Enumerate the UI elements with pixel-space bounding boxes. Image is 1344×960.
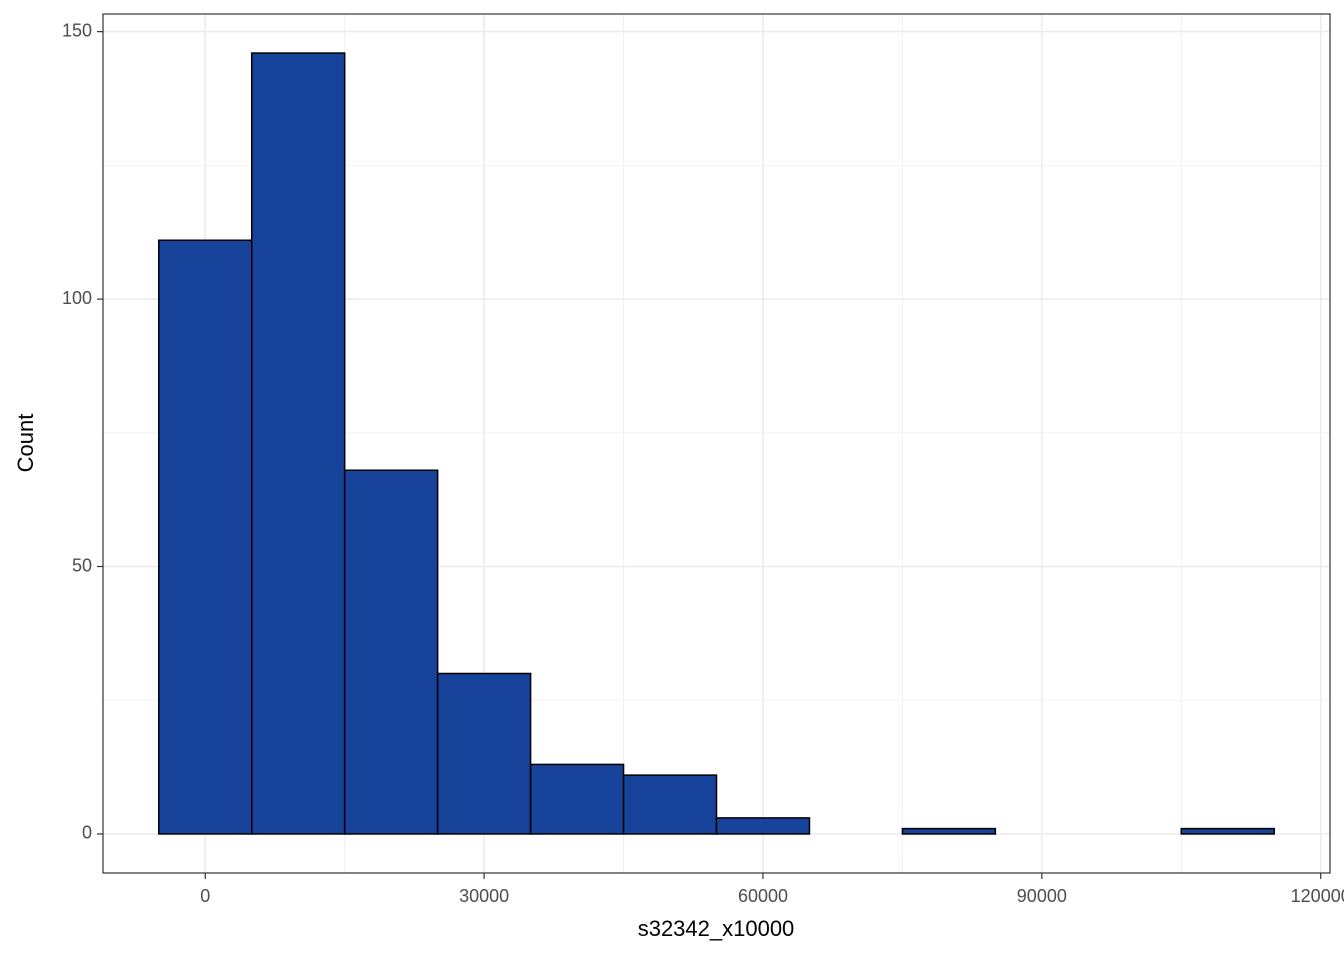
- y-axis-label: Count: [13, 414, 38, 473]
- y-tick-label: 0: [82, 823, 92, 843]
- x-tick-label: 120000: [1291, 886, 1344, 906]
- bar: [715, 817, 811, 835]
- y-tick-label: 50: [72, 555, 92, 575]
- y-tick-label: 150: [62, 20, 92, 40]
- bar: [158, 239, 253, 835]
- x-tick-label: 0: [200, 886, 210, 906]
- bar: [529, 763, 625, 835]
- bar: [901, 827, 997, 835]
- bar: [250, 52, 346, 835]
- bar: [622, 774, 718, 835]
- x-tick-label: 90000: [1017, 886, 1067, 906]
- bar: [436, 672, 532, 835]
- y-tick-label: 100: [62, 288, 92, 308]
- bar: [1180, 827, 1275, 835]
- x-tick-label: 30000: [459, 886, 509, 906]
- panel-border: [102, 13, 1331, 874]
- bar: [343, 469, 439, 835]
- x-axis-label: s32342_x10000: [638, 916, 795, 941]
- x-tick-label: 60000: [738, 886, 788, 906]
